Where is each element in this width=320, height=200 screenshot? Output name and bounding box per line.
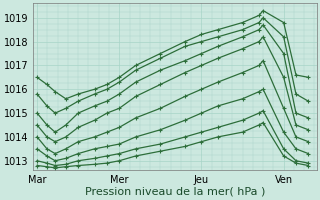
X-axis label: Pression niveau de la mer( hPa ): Pression niveau de la mer( hPa ) [84, 187, 265, 197]
